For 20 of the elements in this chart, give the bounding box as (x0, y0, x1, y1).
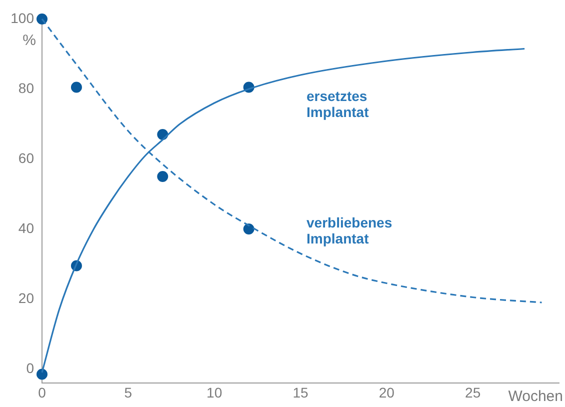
series-label: ersetztes Implantat (306, 88, 370, 120)
y-tick-label: 80 (18, 80, 34, 96)
x-tick-label: 0 (38, 384, 46, 400)
point (243, 224, 254, 234)
y-tick-label: 40 (18, 220, 34, 236)
y-axis-title: % (22, 32, 36, 50)
x-tick-label: 10 (206, 384, 222, 400)
y-tick-label: 20 (18, 290, 34, 306)
series-label: verbliebenes Implantat (306, 214, 392, 246)
y-tick-label: 100 (10, 10, 34, 26)
point (36, 368, 48, 380)
x-axis-title: Wochen (508, 388, 563, 406)
x-tick-label: 20 (378, 384, 395, 400)
point (157, 171, 168, 182)
y-tick-label: 60 (18, 150, 34, 166)
x-tick-label: 15 (292, 384, 308, 400)
x-tick-label: 25 (465, 384, 481, 400)
point (70, 82, 82, 93)
x-tick-label: 5 (124, 384, 132, 400)
y-tick-label: 0 (26, 360, 34, 376)
